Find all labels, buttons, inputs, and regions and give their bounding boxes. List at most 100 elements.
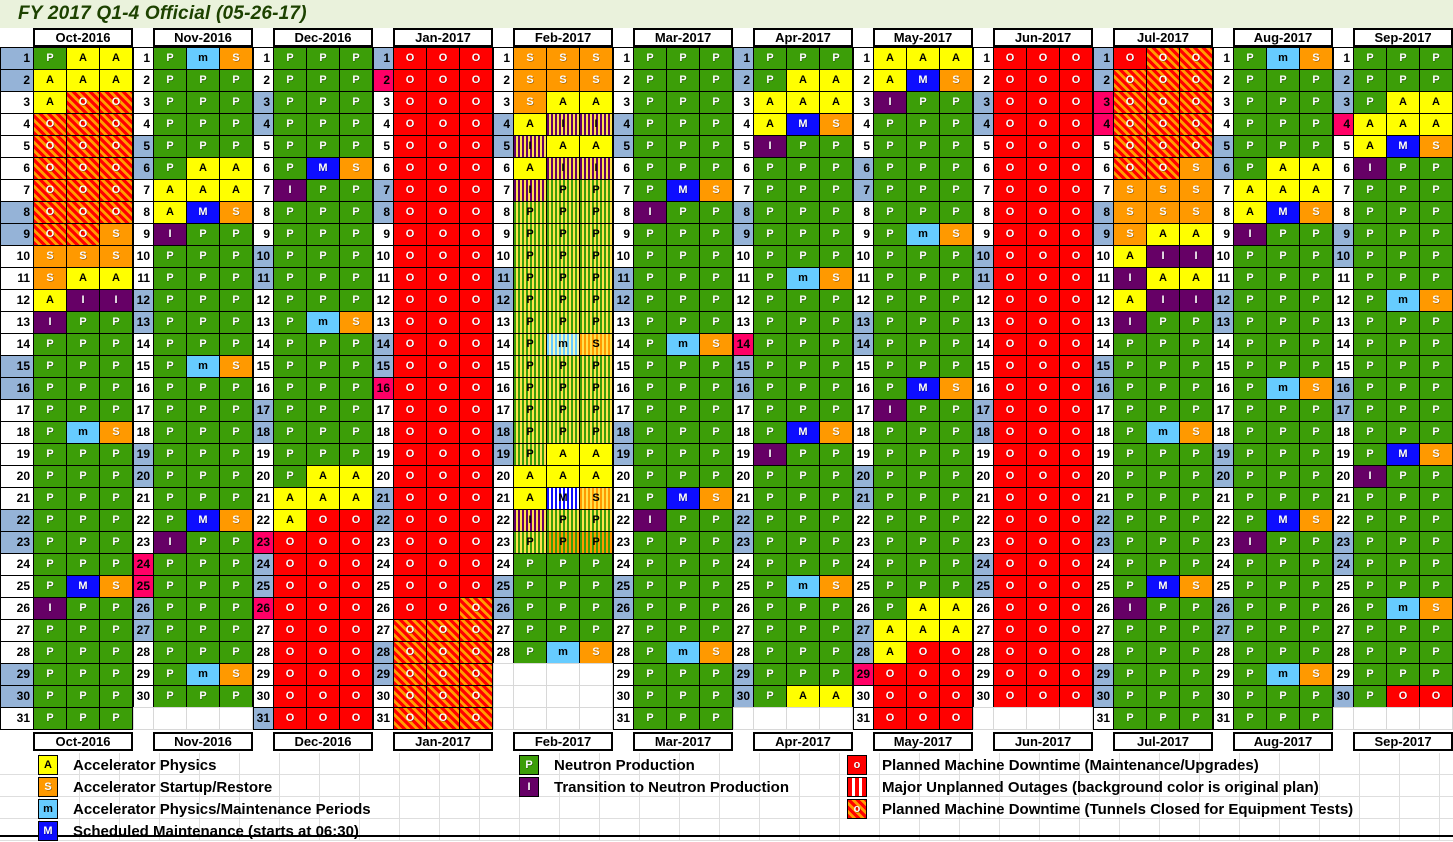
day-number[interactable]: 16: [373, 377, 394, 400]
shift-cell[interactable]: P: [1419, 69, 1453, 92]
day-number[interactable]: 29: [853, 663, 874, 686]
day-number[interactable]: 6: [373, 157, 394, 180]
day-number[interactable]: 24: [973, 553, 994, 576]
day-number[interactable]: 16: [1093, 377, 1114, 400]
shift-cell[interactable]: A: [186, 179, 220, 202]
day-number[interactable]: 4: [1213, 113, 1234, 136]
day-number[interactable]: 28: [733, 641, 754, 664]
shift-cell[interactable]: P: [219, 69, 253, 92]
shift-cell[interactable]: P: [1386, 69, 1420, 92]
shift-cell[interactable]: P: [153, 267, 187, 290]
shift-cell[interactable]: O: [1026, 289, 1060, 312]
shift-cell[interactable]: P: [273, 91, 307, 114]
day-number[interactable]: 30: [853, 685, 874, 708]
shift-cell[interactable]: P: [339, 69, 373, 92]
shift-cell[interactable]: O: [393, 465, 427, 488]
shift-cell[interactable]: O: [393, 157, 427, 180]
shift-cell[interactable]: P: [1419, 509, 1453, 532]
shift-cell[interactable]: P: [786, 531, 820, 554]
shift-cell[interactable]: A: [1266, 179, 1300, 202]
shift-cell[interactable]: O: [459, 201, 493, 224]
shift-cell[interactable]: P: [1353, 355, 1387, 378]
day-number[interactable]: 23: [853, 531, 874, 554]
shift-cell[interactable]: P: [579, 355, 613, 378]
shift-cell[interactable]: P: [633, 47, 667, 70]
shift-cell[interactable]: O: [33, 179, 67, 202]
shift-cell[interactable]: P: [66, 311, 100, 334]
day-number[interactable]: 22: [373, 509, 394, 532]
shift-cell[interactable]: P: [1386, 509, 1420, 532]
shift-cell[interactable]: P: [666, 47, 700, 70]
day-number[interactable]: 5: [1093, 135, 1114, 158]
shift-cell[interactable]: A: [1386, 91, 1420, 114]
shift-cell[interactable]: O: [906, 663, 940, 686]
shift-cell[interactable]: P: [786, 619, 820, 642]
shift-cell[interactable]: P: [939, 575, 973, 598]
shift-cell[interactable]: P: [1266, 487, 1300, 510]
shift-cell[interactable]: O: [459, 597, 493, 620]
day-number[interactable]: 24: [733, 553, 754, 576]
day-number[interactable]: 28: [1093, 641, 1114, 664]
shift-cell[interactable]: S: [546, 47, 580, 70]
shift-cell[interactable]: P: [939, 179, 973, 202]
shift-cell[interactable]: P: [1299, 399, 1333, 422]
shift-cell[interactable]: P: [1233, 157, 1267, 180]
day-number[interactable]: 13: [853, 311, 874, 334]
shift-cell[interactable]: P: [1353, 509, 1387, 532]
shift-cell[interactable]: S: [699, 333, 733, 356]
shift-cell[interactable]: O: [459, 707, 493, 730]
shift-cell[interactable]: P: [786, 509, 820, 532]
shift-cell[interactable]: P: [906, 113, 940, 136]
shift-cell[interactable]: P: [666, 685, 700, 708]
shift-cell[interactable]: P: [753, 663, 787, 686]
shift-cell[interactable]: O: [393, 421, 427, 444]
shift-cell[interactable]: P: [306, 399, 340, 422]
shift-cell[interactable]: P: [633, 223, 667, 246]
shift-cell[interactable]: P: [306, 377, 340, 400]
shift-cell[interactable]: P: [1386, 355, 1420, 378]
day-number[interactable]: 13: [1093, 311, 1114, 334]
shift-cell[interactable]: P: [633, 421, 667, 444]
shift-cell[interactable]: P: [786, 333, 820, 356]
shift-cell[interactable]: P: [1113, 641, 1147, 664]
shift-cell[interactable]: P: [873, 553, 907, 576]
shift-cell[interactable]: P: [339, 399, 373, 422]
shift-cell[interactable]: P: [1113, 663, 1147, 686]
shift-cell[interactable]: P: [873, 377, 907, 400]
shift-cell[interactable]: P: [186, 443, 220, 466]
day-number[interactable]: 12: [493, 289, 514, 312]
shift-cell[interactable]: P: [1146, 399, 1180, 422]
day-number[interactable]: 19: [1093, 443, 1114, 466]
shift-cell[interactable]: O: [393, 91, 427, 114]
shift-cell[interactable]: P: [186, 531, 220, 554]
shift-cell[interactable]: O: [426, 641, 460, 664]
shift-cell[interactable]: P: [906, 201, 940, 224]
shift-cell[interactable]: P: [873, 421, 907, 444]
day-number[interactable]: 18: [853, 421, 874, 444]
day-number[interactable]: 10: [1333, 245, 1354, 268]
day-number[interactable]: 14: [853, 333, 874, 356]
day-number[interactable]: 27: [973, 619, 994, 642]
shift-cell[interactable]: O: [1113, 91, 1147, 114]
shift-cell[interactable]: P: [186, 685, 220, 708]
shift-cell[interactable]: P: [633, 487, 667, 510]
shift-cell[interactable]: P: [579, 311, 613, 334]
shift-cell[interactable]: P: [939, 245, 973, 268]
shift-cell[interactable]: P: [1353, 663, 1387, 686]
shift-cell[interactable]: O: [1146, 113, 1180, 136]
day-number[interactable]: 15: [1333, 355, 1354, 378]
shift-cell[interactable]: P: [219, 619, 253, 642]
shift-cell[interactable]: S: [819, 113, 853, 136]
shift-cell[interactable]: P: [633, 69, 667, 92]
shift-cell[interactable]: P: [753, 179, 787, 202]
shift-cell[interactable]: I: [1146, 245, 1180, 268]
shift-cell[interactable]: S: [99, 245, 133, 268]
shift-cell[interactable]: O: [393, 553, 427, 576]
shift-cell[interactable]: P: [1419, 223, 1453, 246]
shift-cell[interactable]: P: [753, 377, 787, 400]
day-number[interactable]: 3: [973, 91, 994, 114]
day-number[interactable]: 12: [0, 289, 34, 312]
shift-cell[interactable]: P: [666, 531, 700, 554]
day-number[interactable]: 25: [0, 575, 34, 598]
shift-cell[interactable]: O: [1059, 245, 1093, 268]
